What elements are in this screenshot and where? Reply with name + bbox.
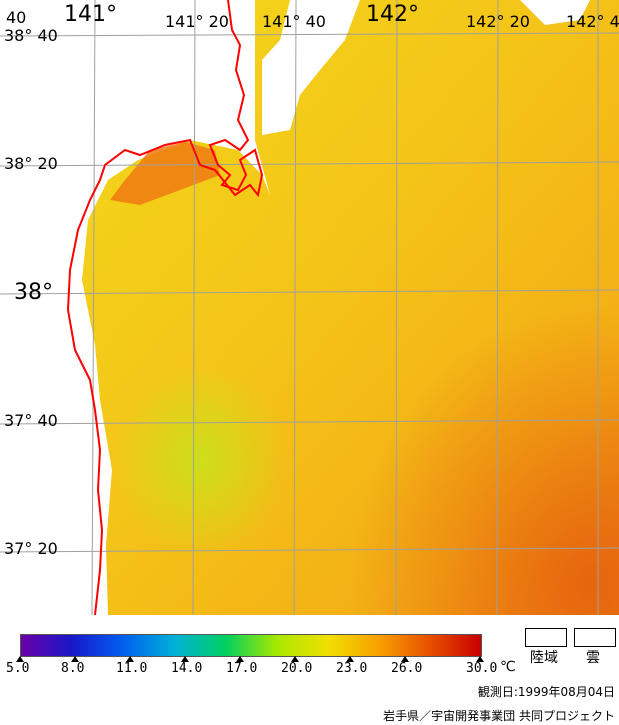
colorbar-tick-label: 30.0 bbox=[466, 661, 498, 676]
colorbar-tick-mark bbox=[476, 656, 484, 662]
latitude-label-37-40: 37° 40 bbox=[4, 411, 58, 430]
colorbar-tick-label: 14.0 bbox=[171, 661, 203, 676]
longitude-label-141-40: 141° 40 bbox=[262, 12, 326, 31]
longitude-label-142-40: 142° 4 bbox=[566, 12, 619, 31]
longitude-label-142: 142° bbox=[366, 2, 419, 27]
colorbar-tick-mark bbox=[236, 656, 244, 662]
sea-area bbox=[82, 0, 619, 615]
cloud-legend-swatch bbox=[574, 628, 616, 647]
colorbar-tick-mark bbox=[401, 656, 409, 662]
temperature-colorbar bbox=[20, 634, 482, 657]
colorbar-tick-label: 17.0 bbox=[226, 661, 258, 676]
colorbar-tick-mark bbox=[346, 656, 354, 662]
colorbar-tick-label: 11.0 bbox=[116, 661, 148, 676]
observation-date: 観測日:1999年08月04日 bbox=[477, 685, 615, 699]
colorbar-tick-mark bbox=[181, 656, 189, 662]
temperature-unit: ℃ bbox=[500, 659, 516, 675]
latitude-label-38-20: 38° 20 bbox=[4, 154, 58, 173]
colorbar-tick-mark bbox=[126, 656, 134, 662]
longitude-label-141-20: 141° 20 bbox=[165, 12, 229, 31]
longitude-label-142-20: 142° 20 bbox=[466, 12, 530, 31]
coastline bbox=[66, 0, 264, 615]
sea-surface-temperature-map bbox=[0, 0, 619, 615]
latitude-label-38: 38° bbox=[14, 280, 53, 305]
colorbar-tick-mark bbox=[71, 656, 79, 662]
colorbar-tick-label: 5.0 bbox=[6, 661, 30, 676]
colorbar-tick-label: 23.0 bbox=[336, 661, 368, 676]
colorbar-tick-label: 26.0 bbox=[391, 661, 423, 676]
colorbar-tick-label: 20.0 bbox=[281, 661, 313, 676]
latitude-label-37-20: 37° 20 bbox=[4, 539, 58, 558]
latitude-label-38-40: 38° 40 bbox=[4, 26, 58, 45]
project-credit: 岩手県／宇宙開発事業団 共同プロジェクト bbox=[383, 709, 615, 723]
longitude-label-141: 141° bbox=[64, 2, 117, 27]
land-legend-label: 陸域 bbox=[530, 650, 558, 666]
land-legend-swatch bbox=[525, 628, 567, 647]
colorbar-tick-label: 8.0 bbox=[61, 661, 85, 676]
colorbar-tick-mark bbox=[291, 656, 299, 662]
cloud-legend-label: 雲 bbox=[586, 650, 600, 666]
colorbar-tick-mark bbox=[16, 656, 24, 662]
graticule bbox=[0, 0, 619, 615]
corner-label: 40 bbox=[6, 8, 27, 27]
